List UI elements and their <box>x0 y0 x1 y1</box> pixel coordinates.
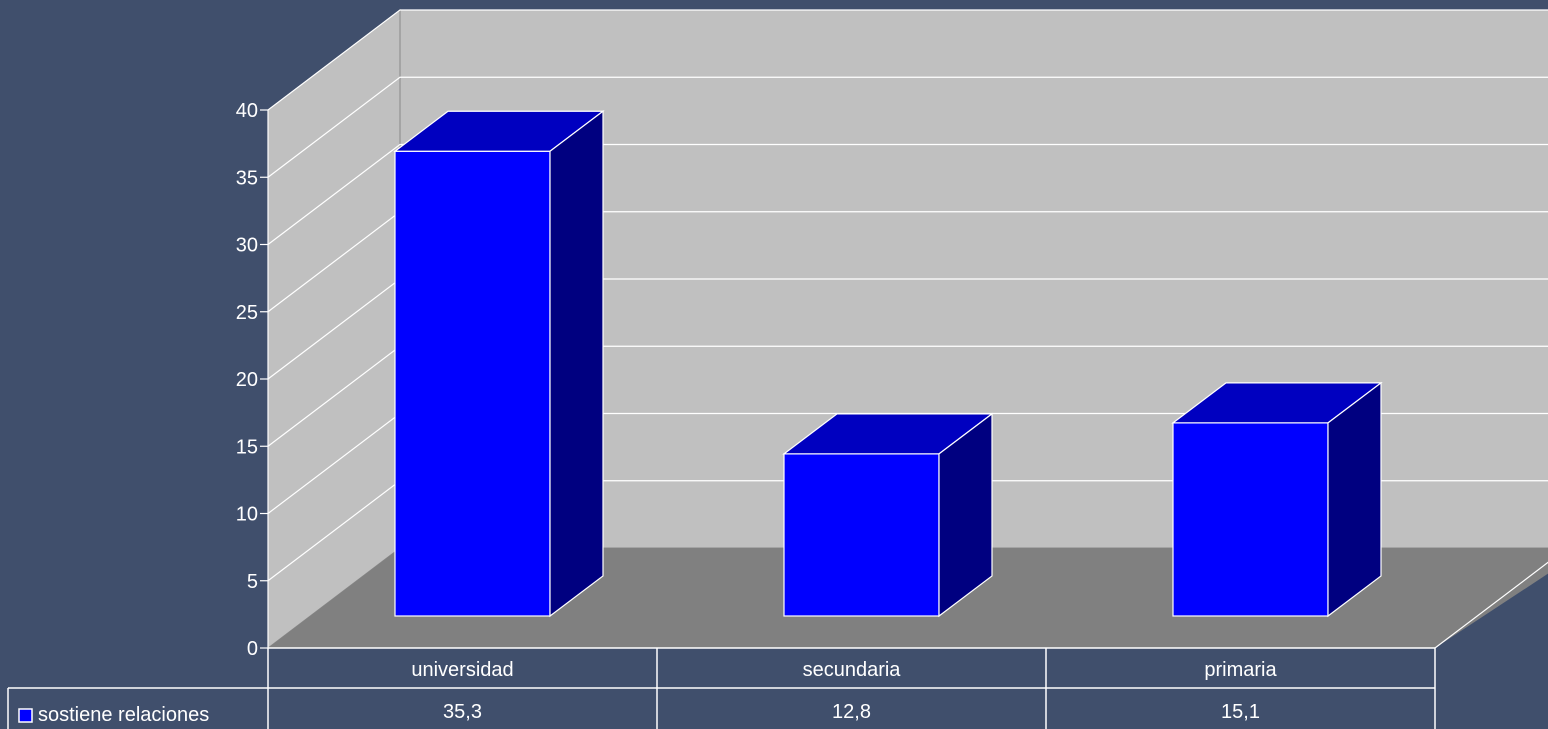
data-table-value: 35,3 <box>443 701 482 723</box>
gridline <box>267 9 1548 111</box>
bar-side-universidad <box>549 110 604 618</box>
y-tick-label: 0 <box>247 638 258 660</box>
y-tick-label: 10 <box>236 504 258 526</box>
data-table-value: 12,8 <box>832 701 871 723</box>
data-table-value: 15,1 <box>1221 701 1260 723</box>
legend-series-name: sostiene relaciones <box>38 704 209 726</box>
bar-universidad[interactable] <box>394 150 551 617</box>
bar-side-primaria <box>1327 381 1382 618</box>
y-tick-label: 25 <box>236 302 258 324</box>
y-tick-label: 30 <box>236 235 258 257</box>
y-tick-label: 40 <box>236 100 258 122</box>
y-tick-label: 35 <box>236 167 258 189</box>
gridline <box>267 143 1548 245</box>
y-tick-label: 5 <box>247 571 258 593</box>
bar-side-secundaria <box>938 412 993 618</box>
gridline <box>267 76 1548 178</box>
legend-key <box>18 708 33 723</box>
floor-edge <box>1434 561 1548 649</box>
bar-primaria[interactable] <box>1172 422 1329 617</box>
x-category-label: universidad <box>411 659 513 681</box>
x-category-label: secundaria <box>803 659 902 681</box>
y-tick-label: 15 <box>236 436 258 458</box>
y-tick-label: 20 <box>236 369 258 391</box>
bar-secundaria[interactable] <box>783 453 940 617</box>
x-category-label: primaria <box>1204 659 1277 681</box>
